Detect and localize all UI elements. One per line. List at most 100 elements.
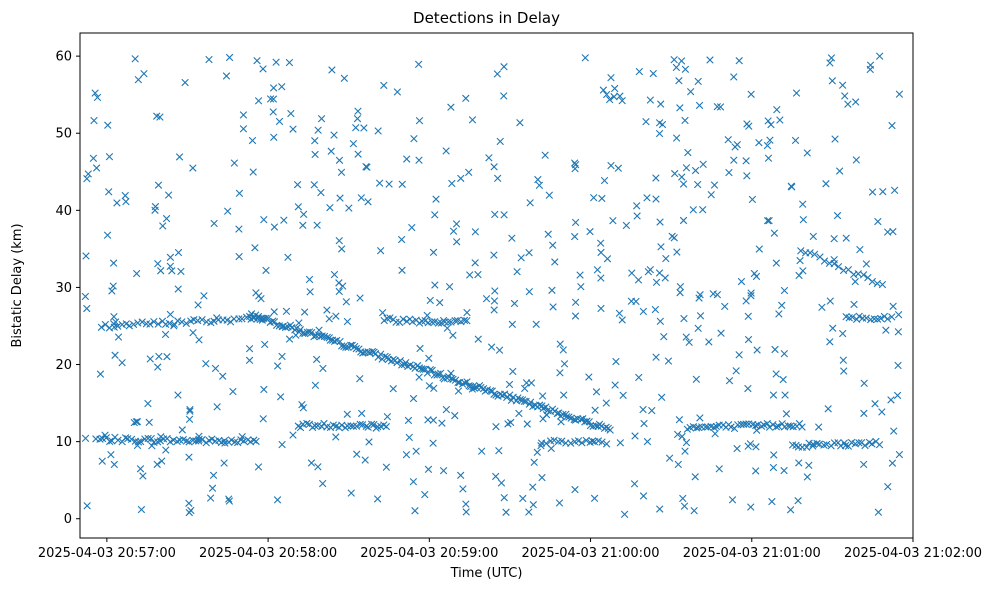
detection-point [281,323,290,332]
detection-point [307,328,316,337]
detection-point [680,502,689,510]
detection-point [452,220,461,228]
detection-point [429,248,438,257]
detection-point [436,369,445,378]
detection-point [618,96,626,105]
detection-point [415,364,424,372]
detection-point [289,125,297,133]
detection-point [269,95,278,103]
detection-point [457,174,465,183]
detection-point [622,221,631,230]
detection-point [820,257,829,265]
detection-point [635,67,644,76]
detection-point [155,352,163,361]
detection-point [649,69,657,78]
detection-point [211,364,220,373]
detection-point [657,100,665,108]
detection-point [110,460,118,469]
detection-point [699,206,707,214]
detection-point [491,287,499,295]
detection-point [326,336,335,344]
detection-point [264,314,272,323]
detection-point [529,501,538,509]
detection-point [607,73,615,82]
detection-point [839,356,847,364]
detection-point [318,479,327,488]
detection-point [549,241,557,249]
detection-point [606,426,614,434]
detection-point [888,121,896,130]
detection-point [121,191,129,200]
detection-point [742,157,750,165]
detection-point [113,199,121,207]
detection-point [780,350,788,358]
detection-point [878,280,887,289]
detection-point [618,316,626,324]
detection-point [261,340,269,349]
detection-point [317,115,326,123]
detection-point [270,133,278,141]
detection-point [652,353,660,361]
detection-point [769,463,778,472]
detection-point [358,409,366,418]
detection-point [657,393,666,402]
detection-point [515,409,523,418]
detection-point [742,420,750,428]
detection-point [602,440,611,448]
detection-point [311,137,319,145]
detection-point [490,297,499,305]
detection-point [882,326,890,334]
detection-point [398,266,406,274]
detection-point [474,335,482,343]
detection-point [707,191,715,199]
detection-point [763,141,772,150]
detection-point [466,271,474,279]
detection-point [591,406,599,414]
detection-point [576,271,584,279]
detection-point [658,120,667,129]
detection-point [198,315,206,324]
detection-point [492,472,500,481]
detection-point [689,206,697,214]
detection-point [672,63,681,72]
detection-point [219,372,227,380]
detection-point [809,440,817,448]
detection-point [471,228,480,236]
detection-point [887,396,895,404]
detection-point [260,215,268,224]
detection-point [405,433,413,442]
detection-point [893,391,902,400]
detection-point [805,461,813,469]
detection-point [474,270,482,279]
detection-point [795,459,803,467]
detection-point [780,286,789,295]
detection-point [779,375,787,384]
detection-point [765,423,774,431]
detection-point [111,351,119,359]
detection-point [716,103,725,111]
detection-point [620,510,629,518]
detection-point [177,267,185,276]
detection-point [766,136,774,144]
detection-point [693,180,702,189]
detection-point [482,295,491,303]
detection-point [262,266,270,275]
detection-point [715,465,723,473]
detection-point [251,244,259,252]
detection-point [285,58,294,67]
detection-point [347,489,355,497]
detection-point [398,361,406,369]
detection-point [428,318,436,326]
detection-point [660,332,668,341]
detection-point [643,437,652,446]
detection-point [560,360,569,368]
detection-point [802,443,811,451]
detection-point [861,441,869,450]
detection-point [686,88,695,96]
detection-point [559,410,567,419]
detection-point [245,345,254,353]
detection-point [748,195,757,204]
detection-point [607,161,615,170]
detection-point [415,116,424,125]
detection-point [879,187,887,196]
